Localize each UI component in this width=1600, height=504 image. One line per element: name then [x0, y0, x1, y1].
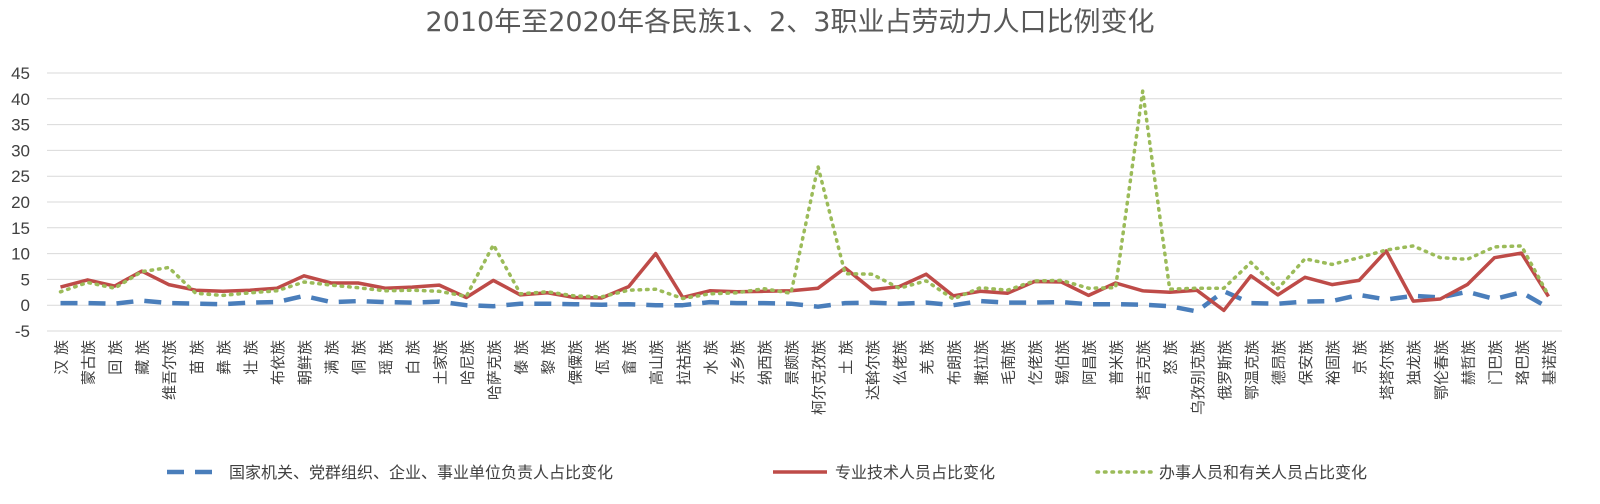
- x-tick-label: 塔塔尔族: [1378, 340, 1396, 400]
- x-tick-label: 朝鲜族: [296, 340, 314, 385]
- x-tick-label: 羌 族: [918, 340, 936, 375]
- x-tick-label: 瑶 族: [377, 340, 395, 375]
- x-tick-label: 哈尼族: [458, 340, 476, 385]
- legend: 国家机关、党群组织、企业、事业单位负责人占比变化 专业技术人员占比变化 办事人员和有…: [167, 463, 1367, 482]
- x-tick-label: 满 族: [323, 340, 341, 375]
- x-tick-label: 蒙古族: [80, 340, 98, 385]
- x-tick-label: 保安族: [1297, 340, 1315, 385]
- y-tick-label: 40: [11, 90, 30, 109]
- x-tick-label: 门巴族: [1486, 340, 1504, 385]
- x-tick-label: 赫哲族: [1459, 340, 1477, 385]
- x-tick-label: 鄂温克族: [1243, 340, 1261, 400]
- x-tick-label: 彝 族: [215, 340, 233, 375]
- x-tick-label: 塔吉克族: [1135, 340, 1153, 400]
- x-tick-label: 撒拉族: [972, 340, 990, 385]
- y-tick-label: 15: [11, 219, 30, 238]
- y-tick-label: 0: [21, 296, 30, 315]
- x-tick-label: 拉祜族: [675, 340, 693, 385]
- x-tick-label: 苗 族: [188, 340, 206, 375]
- y-tick-label: 20: [11, 193, 30, 212]
- x-tick-label: 柯尔克孜族: [810, 340, 828, 415]
- x-tick-label: 仡佬族: [1027, 340, 1045, 385]
- x-tick-label: 东乡族: [729, 340, 747, 385]
- legend-label-3: 办事人员和有关人员占比变化: [1159, 463, 1367, 482]
- x-tick-label: 仫佬族: [891, 340, 909, 385]
- x-tick-label: 水 族: [702, 340, 720, 375]
- x-tick-label: 傈僳族: [567, 340, 585, 385]
- x-tick-label: 布朗族: [945, 340, 963, 385]
- x-axis-ticks: 汉 族蒙古族回 族藏 族维吾尔族苗 族彝 族壮 族布依族 朝鲜族满 族侗 族瑶 族…: [53, 340, 1559, 415]
- x-tick-label: 壮 族: [242, 340, 260, 375]
- x-tick-label: 独龙族: [1405, 340, 1423, 385]
- y-tick-label: 30: [11, 141, 30, 160]
- series-lines: [58, 89, 1551, 314]
- x-tick-label: 锡伯族: [1054, 340, 1072, 385]
- x-tick-label: 高山族: [648, 340, 666, 385]
- x-tick-label: 土 族: [837, 340, 855, 375]
- x-tick-label: 汉 族: [53, 340, 71, 375]
- series-line-1: [60, 289, 1550, 314]
- x-tick-label: 珞巴族: [1513, 340, 1531, 385]
- y-tick-label: 45: [11, 64, 30, 83]
- x-tick-label: 维吾尔族: [161, 340, 179, 400]
- x-tick-label: 基诺族: [1541, 340, 1559, 385]
- x-tick-label: 达斡尔族: [864, 340, 882, 400]
- x-tick-label: 景颇族: [783, 340, 801, 385]
- x-tick-label: 京 族: [1351, 340, 1369, 375]
- x-tick-label: 黎 族: [540, 340, 558, 375]
- x-tick-label: 布依族: [269, 340, 287, 385]
- y-tick-label: 25: [11, 167, 30, 186]
- x-tick-label: 佤 族: [594, 340, 612, 375]
- y-tick-label: 5: [21, 270, 30, 289]
- chart-title: 2010年至2020年各民族1、2、3职业占劳动力人口比例变化: [426, 7, 1155, 38]
- x-tick-label: 怒 族: [1162, 340, 1180, 375]
- legend-label-1: 国家机关、党群组织、企业、事业单位负责人占比变化: [229, 463, 613, 482]
- x-tick-label: 德昂族: [1270, 340, 1288, 385]
- y-tick-label: 35: [11, 116, 30, 135]
- x-tick-label: 畲 族: [621, 340, 639, 375]
- legend-label-2: 专业技术人员占比变化: [835, 463, 995, 482]
- x-tick-label: 俄罗斯族: [1216, 340, 1234, 400]
- series-line-3: [58, 89, 1551, 301]
- x-tick-label: 裕固族: [1324, 340, 1342, 385]
- y-tick-label: 10: [11, 245, 30, 264]
- x-tick-label: 乌孜别克族: [1189, 340, 1207, 415]
- y-tick-label: -5: [15, 322, 30, 341]
- y-axis-ticks: -5 0 5 10 15 20 25 30 35 40 45: [11, 64, 30, 341]
- x-tick-label: 哈萨克族: [485, 340, 503, 400]
- x-tick-label: 白 族: [404, 340, 422, 375]
- x-tick-label: 藏 族: [134, 340, 152, 375]
- x-tick-label: 普米族: [1108, 340, 1126, 385]
- x-tick-label: 毛南族: [999, 340, 1017, 385]
- series-line-2: [60, 249, 1550, 313]
- x-tick-label: 回 族: [107, 340, 125, 375]
- x-tick-label: 阿昌族: [1081, 340, 1099, 385]
- x-tick-label: 鄂伦春族: [1432, 340, 1450, 400]
- x-tick-label: 纳西族: [756, 340, 774, 385]
- x-tick-label: 侗 族: [350, 340, 368, 375]
- x-tick-label: 傣 族: [512, 340, 530, 375]
- x-tick-label: 土家族: [431, 340, 449, 385]
